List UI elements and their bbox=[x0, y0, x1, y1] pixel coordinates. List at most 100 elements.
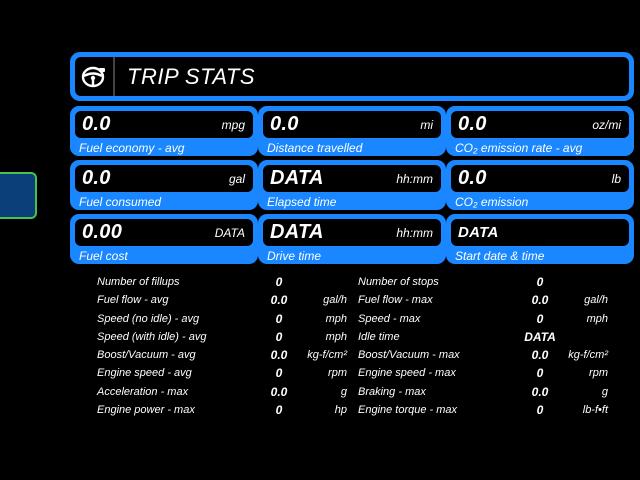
stat-row: Fuel flow - avg 0.0 gal/h bbox=[97, 292, 352, 310]
card-value: 0.0 bbox=[458, 113, 487, 135]
stat-value: 0 bbox=[536, 366, 544, 381]
card-label: Fuel consumed bbox=[79, 195, 162, 209]
stat-unit: lb-f•ft bbox=[582, 404, 608, 417]
stat-label: Idle time bbox=[358, 330, 400, 343]
stat-value: 0 bbox=[275, 403, 283, 418]
stat-value: 0 bbox=[275, 311, 283, 326]
stat-unit: rpm bbox=[328, 367, 347, 380]
stat-value: DATA bbox=[524, 329, 556, 344]
stat-label: Speed (no idle) - avg bbox=[97, 312, 200, 325]
side-panel-button[interactable] bbox=[0, 172, 37, 219]
stat-row: Number of fillups 0 bbox=[97, 274, 352, 292]
stat-row: Idle time DATA bbox=[358, 329, 613, 347]
card-label: Elapsed time bbox=[267, 195, 337, 209]
stat-unit: mph bbox=[325, 312, 347, 325]
card-value: 0.0 bbox=[270, 113, 299, 135]
stat-unit: gal/h bbox=[323, 294, 347, 307]
stat-label: Speed (with idle) - avg bbox=[97, 330, 207, 343]
card-unit: hh:mm bbox=[396, 225, 433, 240]
card-fuel-consumed[interactable]: 0.0 gal Fuel consumed bbox=[70, 160, 258, 210]
stat-value: 0.0 bbox=[531, 384, 549, 399]
stat-row: Braking - max 0.0 g bbox=[358, 384, 613, 402]
card-label: CO₂ emission bbox=[455, 195, 529, 209]
card-co2-emission[interactable]: 0.0 lb CO₂ emission bbox=[446, 160, 634, 210]
stat-label: Engine speed - max bbox=[358, 367, 456, 380]
stat-unit: kg-f/cm² bbox=[568, 349, 608, 362]
card-co2-rate[interactable]: 0.0 oz/mi CO₂ emission rate - avg bbox=[446, 106, 634, 156]
stat-row: Boost/Vacuum - max 0.0 kg-f/cm² bbox=[358, 347, 613, 365]
stat-value: 0.0 bbox=[270, 348, 288, 363]
card-value: 0.0 bbox=[458, 167, 487, 189]
card-unit: gal bbox=[228, 171, 245, 186]
stat-unit: rpm bbox=[589, 367, 608, 380]
card-unit: lb bbox=[611, 171, 621, 186]
stat-unit: gal/h bbox=[584, 294, 608, 307]
card-unit: hh:mm bbox=[396, 171, 433, 186]
stat-value: 0 bbox=[275, 366, 283, 381]
card-value: 0.00 bbox=[82, 221, 123, 243]
stat-row: Speed - max 0 mph bbox=[358, 311, 613, 329]
stat-value: 0.0 bbox=[270, 293, 288, 308]
header-bar: TRIP STATS bbox=[70, 52, 634, 101]
card-distance[interactable]: 0.0 mi Distance travelled bbox=[258, 106, 446, 156]
stat-unit: kg-f/cm² bbox=[307, 349, 347, 362]
card-unit: mi bbox=[420, 117, 433, 132]
stat-value: 0 bbox=[275, 275, 283, 289]
stat-row: Number of stops 0 bbox=[358, 274, 613, 292]
card-elapsed-time[interactable]: DATA hh:mm Elapsed time bbox=[258, 160, 446, 210]
stat-row: Speed (with idle) - avg 0 mph bbox=[97, 329, 352, 347]
stat-value: 0 bbox=[275, 329, 283, 344]
stat-label: Number of fillups bbox=[97, 276, 180, 288]
card-fuel-cost[interactable]: 0.00 DATA Fuel cost bbox=[70, 214, 258, 264]
stat-row: Boost/Vacuum - avg 0.0 kg-f/cm² bbox=[97, 347, 352, 365]
stat-label: Fuel flow - max bbox=[358, 294, 433, 307]
card-label: CO₂ emission rate - avg bbox=[455, 141, 583, 155]
stat-row: Fuel flow - max 0.0 gal/h bbox=[358, 292, 613, 310]
stats-right: Number of stops 0 Fuel flow - max 0.0 gal/h… bbox=[358, 274, 613, 420]
stat-label: Fuel flow - avg bbox=[97, 294, 169, 307]
stat-row: Engine torque - max 0 lb-f•ft bbox=[358, 402, 613, 420]
card-fuel-economy[interactable]: 0.0 mpg Fuel economy - avg bbox=[70, 106, 258, 156]
stat-unit: g bbox=[340, 385, 347, 398]
stat-label: Number of stops bbox=[358, 276, 439, 288]
card-label: Fuel cost bbox=[79, 249, 128, 263]
stat-label: Engine speed - avg bbox=[97, 367, 192, 380]
stat-row: Engine speed - max 0 rpm bbox=[358, 365, 613, 383]
stat-unit: g bbox=[601, 385, 608, 398]
card-drive-time[interactable]: DATA hh:mm Drive time bbox=[258, 214, 446, 264]
stat-value: 0.0 bbox=[531, 293, 549, 308]
card-unit: mpg bbox=[221, 117, 245, 132]
page-title: TRIP STATS bbox=[127, 63, 256, 89]
card-value: DATA bbox=[458, 224, 499, 241]
stat-label: Boost/Vacuum - max bbox=[358, 349, 460, 362]
card-value: 0.0 bbox=[82, 113, 111, 135]
card-label: Start date & time bbox=[455, 249, 545, 263]
stat-value: 0.0 bbox=[270, 384, 288, 399]
stat-value: 0.0 bbox=[531, 348, 549, 363]
steering-wheel-icon bbox=[75, 57, 115, 96]
stat-label: Boost/Vacuum - avg bbox=[97, 349, 196, 362]
card-start-date[interactable]: DATA Start date & time bbox=[446, 214, 634, 264]
card-label: Drive time bbox=[267, 249, 322, 263]
stat-row: Speed (no idle) - avg 0 mph bbox=[97, 311, 352, 329]
stat-value: 0 bbox=[536, 275, 544, 289]
card-unit: DATA bbox=[214, 225, 245, 240]
stat-row: Engine power - max 0 hp bbox=[97, 402, 352, 420]
stats-left: Number of fillups 0 Fuel flow - avg 0.0 gal… bbox=[97, 274, 352, 420]
stat-value: 0 bbox=[536, 403, 544, 418]
card-value: 0.0 bbox=[82, 167, 111, 189]
stat-row: Engine speed - avg 0 rpm bbox=[97, 365, 352, 383]
stat-label: Speed - max bbox=[358, 312, 421, 325]
stat-label: Engine power - max bbox=[97, 404, 195, 417]
stat-unit: mph bbox=[586, 312, 608, 325]
stat-value: 0 bbox=[536, 311, 544, 326]
card-label: Distance travelled bbox=[267, 141, 363, 155]
stat-label: Braking - max bbox=[358, 385, 426, 398]
card-label: Fuel economy - avg bbox=[79, 141, 185, 155]
stat-unit: mph bbox=[325, 330, 347, 343]
card-value: DATA bbox=[270, 167, 324, 189]
stat-label: Acceleration - max bbox=[97, 385, 189, 398]
stat-row: Acceleration - max 0.0 g bbox=[97, 384, 352, 402]
card-value: DATA bbox=[270, 221, 324, 243]
stat-unit: hp bbox=[334, 404, 347, 417]
